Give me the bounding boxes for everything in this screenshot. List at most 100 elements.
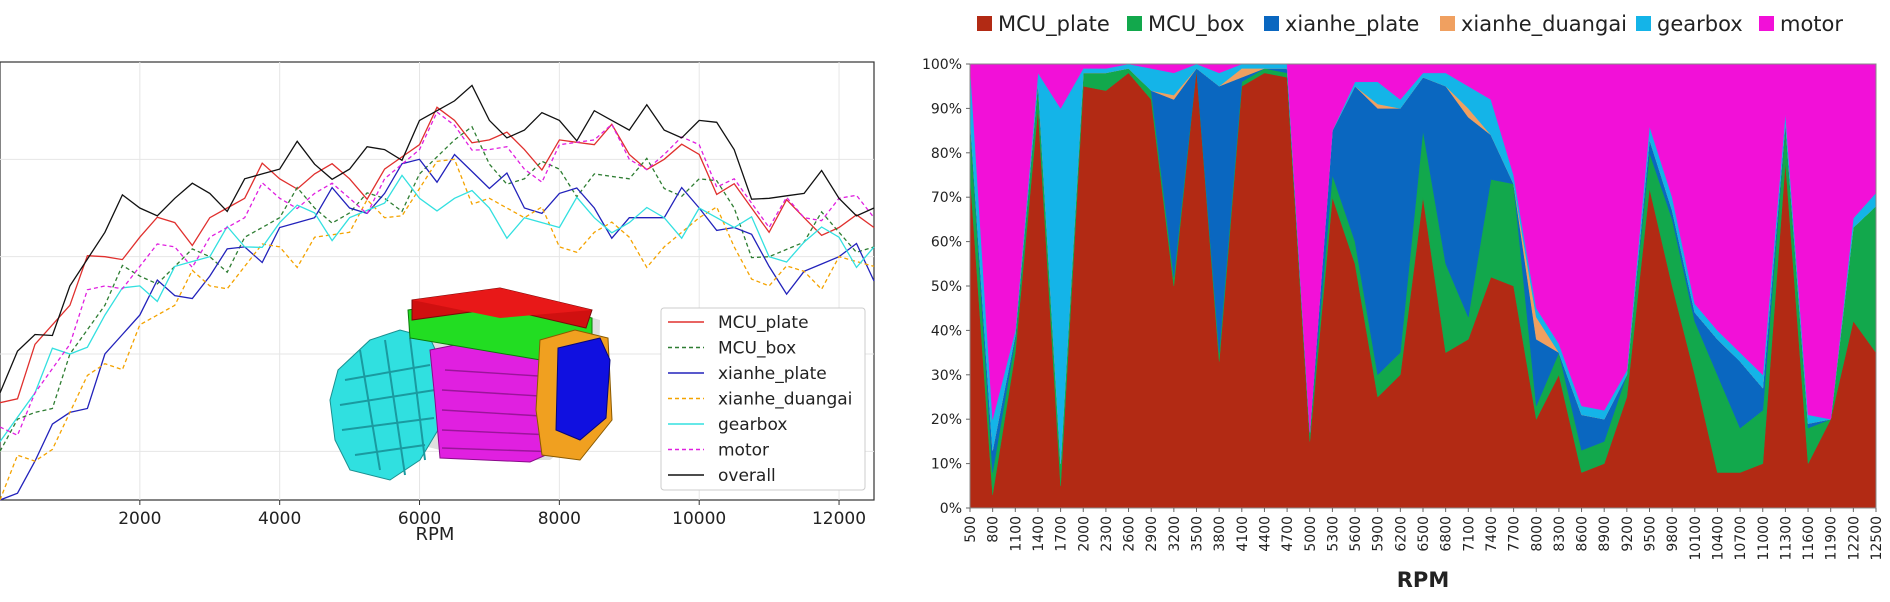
right-xtick-label: 12200 bbox=[1846, 516, 1862, 561]
legend-swatch-motor bbox=[1759, 16, 1774, 31]
legend-swatch-MCU_plate bbox=[977, 16, 992, 31]
right-ytick-label: 30% bbox=[931, 368, 962, 384]
legend-label-MCU_box: MCU_box bbox=[1148, 12, 1245, 37]
right-xtick-label: 6200 bbox=[1393, 516, 1409, 552]
right-xtick-label: 4400 bbox=[1257, 516, 1273, 552]
right-xtick-label: 5900 bbox=[1371, 516, 1387, 552]
left-xtick-label: 6000 bbox=[398, 509, 441, 529]
right-y-ticks: 0% 10% 20% 30% 40% 50% 60% 70% 80% 90% 100% bbox=[922, 57, 970, 517]
right-xtick-label: 8300 bbox=[1552, 516, 1568, 552]
right-ytick-label: 20% bbox=[931, 412, 962, 428]
left-x-ticks: 2000 4000 6000 8000 10000 12000 bbox=[118, 500, 866, 529]
right-xtick-label: 1400 bbox=[1031, 516, 1047, 552]
legend-label-gearbox: gearbox bbox=[718, 415, 787, 435]
left-xtick-label: 4000 bbox=[258, 509, 301, 529]
right-xtick-label: 2600 bbox=[1122, 516, 1138, 552]
right-x-axis-label: RPM bbox=[1397, 568, 1449, 592]
right-xtick-label: 11300 bbox=[1778, 516, 1794, 561]
line-gearbox bbox=[0, 174, 875, 442]
right-xtick-label: 7100 bbox=[1461, 516, 1477, 552]
legend-label-xianhe_duangai: xianhe_duangai bbox=[718, 390, 852, 410]
right-ytick-label: 90% bbox=[931, 101, 962, 117]
right-xtick-label: 11000 bbox=[1756, 516, 1772, 561]
left-xtick-label: 8000 bbox=[538, 509, 581, 529]
right-ytick-label: 80% bbox=[931, 146, 962, 162]
right-ytick-label: 50% bbox=[931, 279, 962, 295]
right-xtick-label: 12500 bbox=[1869, 516, 1885, 561]
legend-swatch-xianhe_duangai bbox=[1440, 16, 1455, 31]
line-MCU_box bbox=[0, 125, 875, 452]
legend-swatch-gearbox bbox=[1636, 16, 1651, 31]
left-gridlines bbox=[0, 62, 874, 500]
right-ytick-label: 70% bbox=[931, 190, 962, 206]
left-legend: MCU_plate MCU_box xianhe_plate xianhe_duang… bbox=[660, 307, 866, 491]
right-xtick-label: 6800 bbox=[1439, 516, 1455, 552]
right-legend: MCU_plate MCU_box xianhe_plate xianhe_duang… bbox=[977, 12, 1843, 37]
legend-swatch-MCU_box bbox=[1127, 16, 1142, 31]
legend-label-xianhe_plate: xianhe_plate bbox=[718, 364, 827, 384]
legend-label-xianhe_duangai: xianhe_duangai bbox=[1461, 12, 1627, 37]
right-area-chart: MCU_plate MCU_box xianhe_plate xianhe_duang… bbox=[922, 12, 1885, 592]
line-xianhe_duangai bbox=[0, 158, 875, 501]
left-xtick-label: 2000 bbox=[118, 509, 161, 529]
legend-label-motor: motor bbox=[718, 441, 769, 461]
right-xtick-label: 2300 bbox=[1099, 516, 1115, 552]
right-xtick-label: 4100 bbox=[1235, 516, 1251, 552]
legend-swatch-xianhe_plate bbox=[1264, 16, 1279, 31]
xianhe-plate-part bbox=[555, 337, 611, 441]
right-xtick-label: 10100 bbox=[1688, 516, 1704, 561]
legend-label-overall: overall bbox=[718, 466, 776, 486]
right-xtick-label: 800 bbox=[986, 516, 1002, 543]
legend-label-MCU_box: MCU_box bbox=[718, 339, 796, 359]
right-xtick-label: 8900 bbox=[1597, 516, 1613, 552]
left-xtick-label: 12000 bbox=[812, 509, 866, 529]
right-xtick-label: 10700 bbox=[1733, 516, 1749, 561]
legend-label-motor: motor bbox=[1780, 12, 1843, 36]
left-series-lines bbox=[0, 84, 875, 501]
line-motor bbox=[0, 111, 875, 437]
right-xtick-label: 7400 bbox=[1484, 516, 1500, 552]
right-xtick-label: 6500 bbox=[1416, 516, 1432, 552]
right-xtick-label: 1700 bbox=[1054, 516, 1070, 552]
right-xtick-label: 2000 bbox=[1076, 516, 1092, 552]
right-xtick-label: 3800 bbox=[1212, 516, 1228, 552]
line-MCU_plate bbox=[0, 106, 875, 404]
left-xtick-label: 10000 bbox=[672, 509, 726, 529]
line-xianhe_plate bbox=[0, 153, 875, 501]
right-xtick-label: 7700 bbox=[1507, 516, 1523, 552]
legend-label-MCU_plate: MCU_plate bbox=[718, 313, 809, 333]
right-xtick-label: 5600 bbox=[1348, 516, 1364, 552]
legend-label-MCU_plate: MCU_plate bbox=[998, 12, 1110, 37]
right-x-ticks: 500 800 1100 1400 1700 2000 2300 2600 2900 3200 35… bbox=[963, 508, 1885, 561]
right-xtick-label: 11900 bbox=[1824, 516, 1840, 561]
right-xtick-label: 9800 bbox=[1665, 516, 1681, 552]
right-xtick-label: 8600 bbox=[1575, 516, 1591, 552]
right-xtick-label: 8000 bbox=[1529, 516, 1545, 552]
legend-label-xianhe_plate: xianhe_plate bbox=[1285, 12, 1419, 37]
right-xtick-label: 10400 bbox=[1710, 516, 1726, 561]
right-xtick-label: 5000 bbox=[1303, 516, 1319, 552]
right-xtick-label: 9200 bbox=[1620, 516, 1636, 552]
left-line-chart: 2000 4000 6000 8000 10000 12000 RPM bbox=[0, 61, 875, 545]
line-overall bbox=[0, 84, 875, 394]
right-xtick-label: 500 bbox=[963, 516, 979, 543]
left-legend-box bbox=[660, 307, 866, 491]
right-xtick-label: 3500 bbox=[1190, 516, 1206, 552]
right-xtick-label: 2900 bbox=[1144, 516, 1160, 552]
right-xtick-label: 11600 bbox=[1801, 516, 1817, 561]
right-xtick-label: 1100 bbox=[1008, 516, 1024, 552]
right-ytick-label: 40% bbox=[931, 323, 962, 339]
motor-model-image bbox=[329, 287, 613, 481]
right-ytick-label: 0% bbox=[940, 501, 962, 517]
right-xtick-label: 3200 bbox=[1167, 516, 1183, 552]
right-xtick-label: 9500 bbox=[1643, 516, 1659, 552]
legend-label-gearbox: gearbox bbox=[1657, 12, 1743, 36]
right-ytick-label: 100% bbox=[922, 57, 962, 73]
right-ytick-label: 60% bbox=[931, 235, 962, 251]
left-x-axis-label: RPM bbox=[416, 524, 455, 545]
right-xtick-label: 5300 bbox=[1325, 516, 1341, 552]
right-stacked-areas bbox=[969, 63, 1877, 509]
right-ytick-label: 10% bbox=[931, 457, 962, 473]
right-xtick-label: 4700 bbox=[1280, 516, 1296, 552]
